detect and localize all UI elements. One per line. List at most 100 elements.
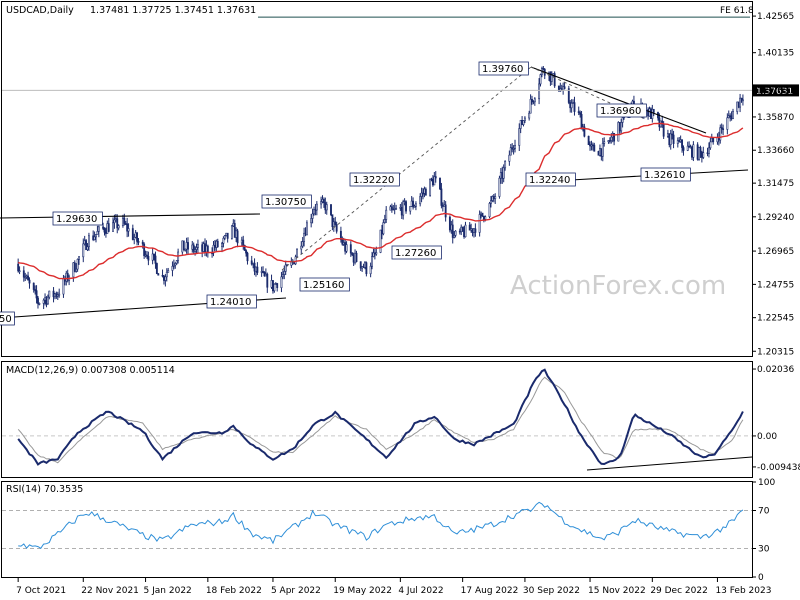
candle <box>204 238 206 257</box>
candle <box>154 251 157 269</box>
candle <box>736 101 739 115</box>
candle-body <box>478 214 481 233</box>
candle <box>143 242 146 259</box>
candle-body <box>192 244 195 252</box>
candle <box>147 251 150 266</box>
candle <box>413 204 416 208</box>
candle-body <box>532 100 535 103</box>
watermark: ActionForex.com <box>510 271 726 301</box>
candle-body <box>116 218 119 229</box>
candle <box>127 223 130 237</box>
candle-body <box>393 208 396 210</box>
candle-body <box>330 204 332 215</box>
candle <box>599 144 601 157</box>
candle <box>82 238 85 263</box>
candle-body <box>38 303 41 305</box>
candle-body <box>181 240 184 253</box>
candle <box>46 294 49 306</box>
candle <box>550 71 553 86</box>
candle <box>97 225 100 238</box>
candle-body <box>171 265 174 271</box>
candle <box>532 100 535 105</box>
candle <box>371 251 373 270</box>
candle-body <box>662 123 665 137</box>
date-tick-label: 19 May 2022 <box>333 586 392 596</box>
candle-body <box>433 176 436 186</box>
candle-body <box>669 133 672 146</box>
candle <box>702 146 705 160</box>
candle-body <box>143 243 146 256</box>
candle-body <box>730 115 733 120</box>
candle <box>369 262 372 278</box>
candle <box>519 119 522 134</box>
candle-body <box>339 230 342 240</box>
candle <box>117 224 120 231</box>
date-tick-label: 30 Sep 2022 <box>523 586 580 596</box>
candle <box>392 205 395 211</box>
candle <box>274 282 277 285</box>
candle-body <box>550 74 553 82</box>
candle <box>212 240 215 257</box>
candle-body <box>649 108 652 119</box>
candle-body <box>474 228 477 233</box>
macd-layer <box>2 368 753 471</box>
candle-body <box>490 200 492 204</box>
candle <box>686 141 689 152</box>
candle-body <box>144 254 147 257</box>
candle <box>657 111 659 121</box>
candle-body <box>509 147 512 156</box>
candle-body <box>392 208 395 211</box>
candle-body <box>362 266 365 268</box>
candle-body <box>458 230 461 233</box>
candle-body <box>127 228 130 232</box>
candle <box>361 265 364 272</box>
candle <box>706 147 709 157</box>
candle-body <box>589 144 591 147</box>
candle-body <box>538 83 541 100</box>
candle-body <box>216 240 219 248</box>
candle-body <box>676 140 679 144</box>
candle <box>429 178 432 197</box>
candle <box>661 115 664 128</box>
candle-body <box>260 271 263 273</box>
candle <box>273 283 276 293</box>
candle <box>712 137 715 145</box>
candle-body <box>276 283 279 289</box>
candle-body <box>114 218 117 221</box>
candle <box>146 251 148 259</box>
candle-body <box>419 196 422 205</box>
candle <box>354 249 356 265</box>
candle <box>490 195 492 208</box>
candle <box>113 214 116 229</box>
candle-body <box>529 98 532 114</box>
candle-body <box>405 201 407 212</box>
candle-body <box>85 240 88 250</box>
candle-body <box>444 204 447 218</box>
candle-body <box>726 117 729 130</box>
rsi-tick-label: 100 <box>758 478 775 488</box>
candle-body <box>246 252 249 262</box>
candle <box>420 187 423 203</box>
candle <box>514 139 516 153</box>
date-tick-label: 13 Feb 2023 <box>715 586 771 596</box>
candle <box>464 221 467 238</box>
candle <box>315 201 318 216</box>
candle <box>24 272 27 282</box>
candle-body <box>531 98 533 102</box>
candle <box>34 285 37 295</box>
candle-body <box>107 223 110 232</box>
candle-body <box>250 260 253 265</box>
macd-tick-label: -0.009438 <box>757 463 800 473</box>
candle-body <box>56 294 59 297</box>
price-panel-frame <box>1 1 753 357</box>
candle <box>689 144 692 149</box>
candle <box>303 227 306 247</box>
candle <box>201 241 204 258</box>
candle-body <box>27 275 30 281</box>
price-tick-label: 1.24755 <box>757 280 794 290</box>
candle <box>55 291 58 299</box>
candle-body <box>58 293 61 296</box>
candle <box>222 236 225 248</box>
candle <box>647 107 650 120</box>
candle-body <box>42 299 45 304</box>
